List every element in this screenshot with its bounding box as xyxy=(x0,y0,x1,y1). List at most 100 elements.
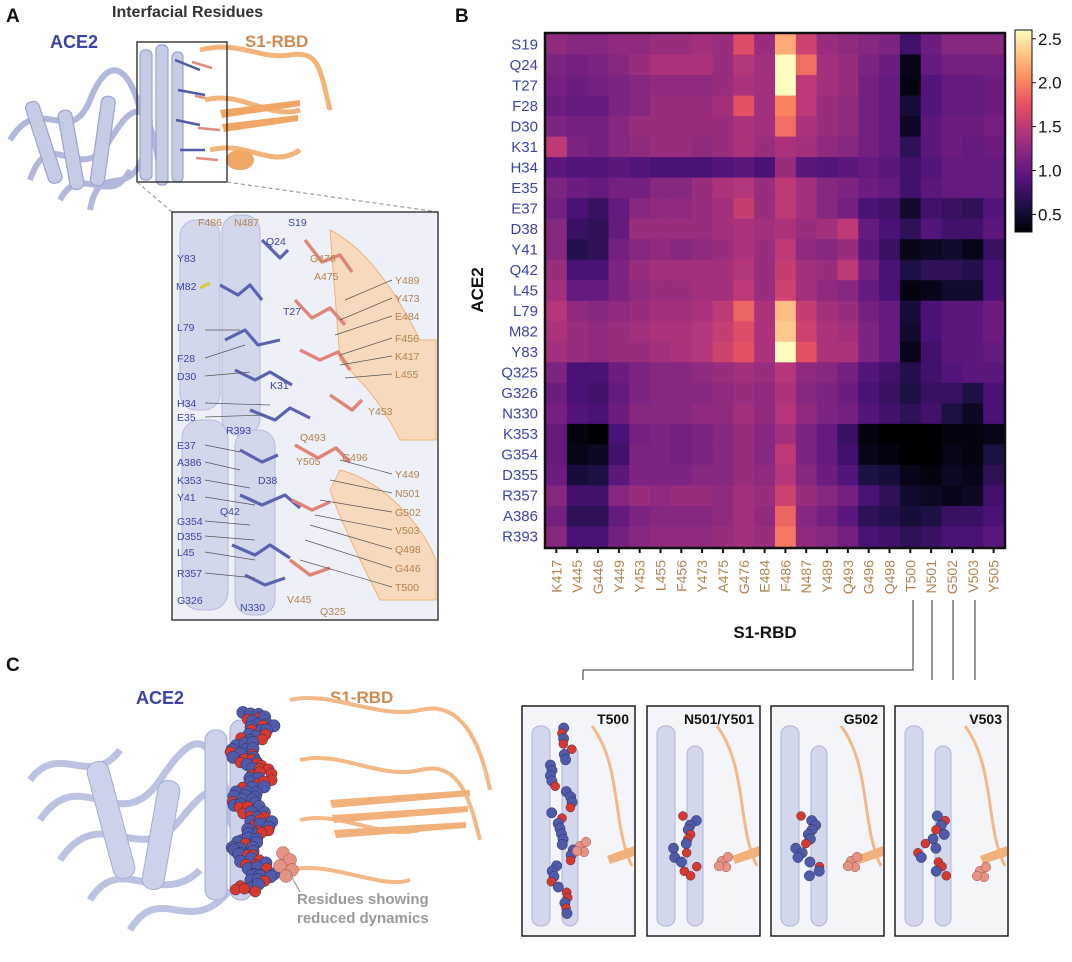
x-tick-label: N487 xyxy=(798,560,814,594)
heatmap-cell xyxy=(546,505,568,528)
heatmap-cell xyxy=(795,341,818,363)
salmon-sphere xyxy=(714,861,725,872)
heatmap-cell xyxy=(712,280,734,302)
heatmap-cell xyxy=(670,403,693,425)
heatmap-cell xyxy=(629,341,651,363)
heatmap-cell xyxy=(816,444,839,466)
heatmap-cell xyxy=(775,136,797,158)
heatmap-cell xyxy=(795,218,818,240)
heatmap-cell xyxy=(650,136,672,158)
heatmap-cell xyxy=(899,239,922,261)
heatmap-cell xyxy=(754,75,776,97)
heatmap-cell xyxy=(816,464,839,487)
heatmap-cell xyxy=(983,136,1005,158)
heatmap-cell xyxy=(629,218,651,240)
heatmap-cell xyxy=(941,259,963,281)
heatmap-cell xyxy=(566,95,589,117)
heatmap-cell xyxy=(795,75,818,97)
y-tick-label: Q325 xyxy=(501,365,538,382)
heatmap-cell xyxy=(733,177,755,199)
heatmap-cell xyxy=(899,177,922,199)
heatmap-cell xyxy=(650,382,672,404)
y-tick-label: R357 xyxy=(502,488,538,505)
heatmap-cell xyxy=(629,259,651,281)
heatmap-cell xyxy=(587,54,610,76)
heatmap-cell xyxy=(587,505,610,528)
y-tick-label: Y83 xyxy=(511,344,538,361)
heatmap-cell xyxy=(670,464,693,487)
x-tick-label: L455 xyxy=(653,560,669,591)
heatmap-cell xyxy=(983,444,1005,466)
heatmap-cell xyxy=(962,423,984,445)
heatmap-cell xyxy=(691,485,714,507)
heatmap-cell xyxy=(775,464,797,487)
heatmap-cell xyxy=(962,177,984,199)
heatmap-cell xyxy=(670,505,693,528)
x-tick-label: F486 xyxy=(777,560,793,592)
heatmap-cell xyxy=(837,198,859,220)
heatmap-cell xyxy=(691,136,714,158)
heatmap-cell xyxy=(858,280,880,302)
heatmap-cell xyxy=(587,485,610,507)
heatmap-cell xyxy=(608,382,630,404)
heatmap-cell xyxy=(941,34,963,56)
panel-c-rbd-sheet xyxy=(330,790,470,838)
heatmap-cell xyxy=(879,116,901,138)
heatmap-cell xyxy=(899,116,922,138)
heatmap-cell xyxy=(608,464,630,487)
heatmap-cell xyxy=(879,177,901,199)
salmon-sphere xyxy=(723,852,734,863)
heatmap-cell xyxy=(650,362,672,384)
heatmap-cell xyxy=(879,280,901,302)
heatmap-cell xyxy=(941,280,963,302)
heatmap-cell xyxy=(546,341,568,363)
heatmap-cell xyxy=(775,444,797,466)
atom-sphere xyxy=(567,744,577,754)
heatmap-cell xyxy=(754,239,776,261)
heatmap-cell xyxy=(650,177,672,199)
x-tick-label: Y473 xyxy=(694,560,710,593)
heatmap-cell xyxy=(962,341,984,363)
heatmap-cell xyxy=(962,464,984,487)
heatmap-cell xyxy=(775,382,797,404)
heatmap-cell xyxy=(587,34,610,56)
heatmap-cell xyxy=(962,300,984,322)
panel-c-ace2-label: ACE2 xyxy=(136,688,185,708)
heatmap-cell xyxy=(899,403,922,425)
heatmap-cell xyxy=(816,259,839,281)
rbd-res-label: E484 xyxy=(395,311,420,323)
heatmap-cell xyxy=(795,198,818,220)
atom-sphere xyxy=(930,842,942,854)
ace2-res-label: A386 xyxy=(177,457,202,469)
heatmap-cell xyxy=(879,464,901,487)
salmon-sphere xyxy=(972,871,983,882)
heatmap-cell xyxy=(587,136,610,158)
heatmap-cell xyxy=(546,198,568,220)
heatmap-cell xyxy=(608,116,630,138)
heatmap-cell xyxy=(816,198,839,220)
heatmap-cell xyxy=(733,505,755,528)
inset-ace2-helix xyxy=(531,725,551,927)
heatmap-cell xyxy=(754,362,776,384)
heatmap-cell xyxy=(816,403,839,425)
heatmap-cell xyxy=(858,362,880,384)
heatmap-cell xyxy=(566,239,589,261)
heatmap-cell xyxy=(587,95,610,117)
heatmap-cell xyxy=(608,341,630,363)
heatmap-cell xyxy=(691,75,714,97)
heatmap-cell xyxy=(712,403,734,425)
heatmap-cell xyxy=(775,300,797,322)
heatmap-y-labels: S19 Q24 T27 F28 D30 K31 H34 E35 E37 D38 Y41 Q42 L45 L… xyxy=(501,36,538,545)
heatmap-cell xyxy=(962,280,984,302)
heatmap-cell xyxy=(650,34,672,56)
heatmap-cell xyxy=(837,218,859,240)
heatmap-cell xyxy=(546,280,568,302)
inset-ace2-helix xyxy=(780,725,800,927)
heatmap-cell xyxy=(629,526,651,548)
heatmap-cell xyxy=(941,526,963,548)
heatmap-cell xyxy=(608,423,630,445)
heatmap-cell xyxy=(816,157,839,179)
heatmap-cell xyxy=(546,75,568,97)
panel-c-rbd-ribbon xyxy=(289,695,492,885)
heatmap-cell xyxy=(733,280,755,302)
